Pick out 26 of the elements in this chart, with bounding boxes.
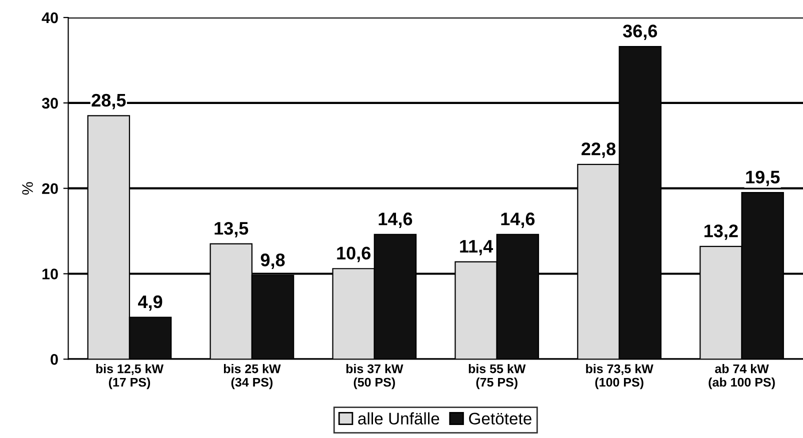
y-tick-label: 0 xyxy=(50,354,58,365)
x-tick-label: bis 37 kW (50 PS) xyxy=(346,364,404,390)
data-label: 19,5 xyxy=(746,170,780,186)
x-tick-label: bis 12,5 kW (17 PS) xyxy=(96,364,164,390)
y-axis-title: % xyxy=(22,182,33,195)
x-tick-label: bis 55 kW (75 PS) xyxy=(468,364,526,390)
x-tick-label: ab 74 kW (ab 100 PS) xyxy=(708,364,775,390)
legend-label: alle Unfälle xyxy=(358,412,440,425)
data-label: 14,6 xyxy=(501,212,535,228)
data-label: 36,6 xyxy=(622,24,658,40)
data-label: 22,8 xyxy=(582,142,616,158)
x-tick-label: bis 25 kW (34 PS) xyxy=(224,364,281,390)
data-label: 13,5 xyxy=(214,222,248,238)
data-label: 9,8 xyxy=(260,254,285,269)
data-label: 10,6 xyxy=(337,246,370,262)
data-label: 13,2 xyxy=(704,224,738,240)
y-tick-label: 30 xyxy=(42,98,58,109)
data-label: 14,6 xyxy=(378,212,412,228)
y-tick-label: 20 xyxy=(42,183,58,194)
data-label: 4,9 xyxy=(138,295,162,311)
legend-label: Getötete xyxy=(469,412,532,425)
x-tick-label: bis 73,5 kW (100 PS) xyxy=(586,364,654,390)
y-tick-label: 10 xyxy=(42,268,58,280)
data-label: 28,5 xyxy=(92,94,126,110)
data-label: 11,4 xyxy=(460,240,494,256)
y-tick-label: 40 xyxy=(42,12,58,24)
